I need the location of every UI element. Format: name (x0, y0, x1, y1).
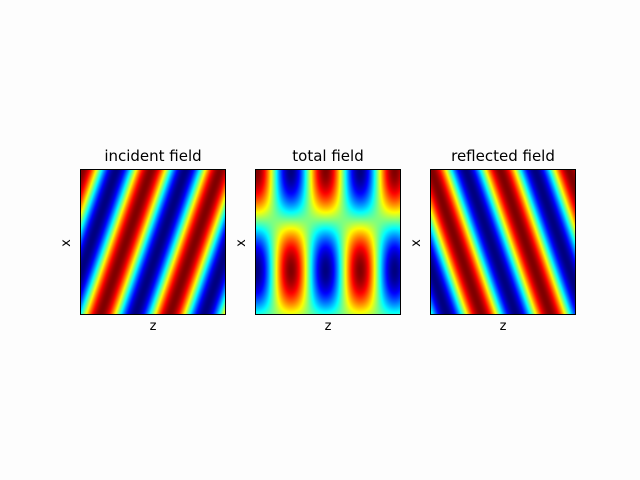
reflected-field-title: reflected field (451, 147, 555, 165)
incident-field-title: incident field (104, 147, 202, 165)
reflected-field-ylabel: x (409, 239, 424, 247)
total-field-heatmap (255, 169, 401, 315)
incident-field-heatmap (80, 169, 226, 315)
reflected-field-xlabel: z (499, 319, 507, 334)
total-field-xlabel: z (324, 319, 332, 334)
reflected-field-heatmap (430, 169, 576, 315)
incident-field-ylabel: x (59, 239, 74, 247)
total-field-ylabel: x (234, 239, 249, 247)
incident-field-xlabel: z (149, 319, 157, 334)
total-field-title: total field (292, 147, 364, 165)
